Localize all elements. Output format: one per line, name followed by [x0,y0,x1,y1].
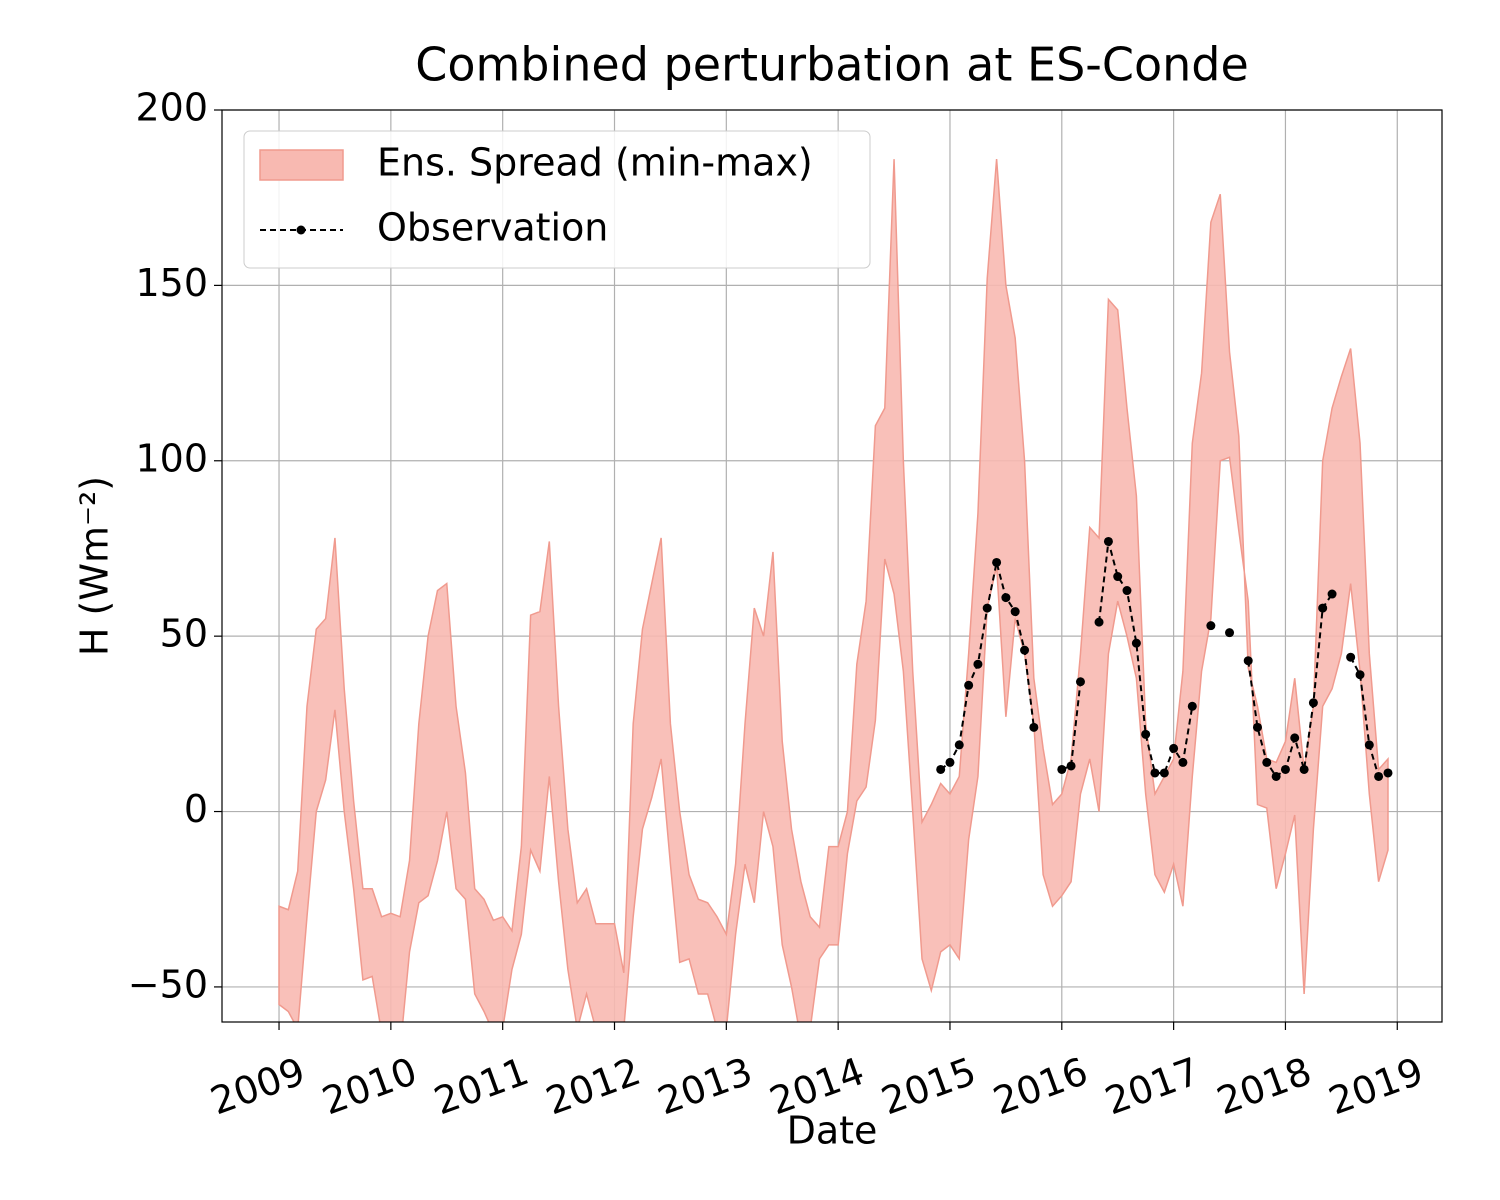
chart-title: Combined perturbation at ES-Conde [415,38,1249,92]
y-tick-label: 50 [160,612,208,656]
observation-point [1020,645,1030,655]
observation-point [1159,768,1169,778]
y-tick-label: 100 [135,436,208,480]
x-axis-label: Date [787,1109,878,1153]
observation-point [1308,698,1318,708]
observation-point [1290,733,1300,743]
observation-point [1075,677,1085,687]
observation-point [973,659,983,669]
observation-point [1206,621,1216,631]
legend: Ens. Spread (min-max) Observation [243,130,871,269]
legend-marker [296,225,306,235]
observation-point [1001,593,1011,603]
observation-point [982,603,992,613]
observation-point [1131,638,1141,648]
observation-point [1383,768,1393,778]
y-tick-label: −50 [128,962,208,1006]
observation-point [992,557,1002,567]
observation-point [1243,656,1253,666]
y-tick-label: 0 [184,787,208,831]
observation-point [1150,768,1160,778]
observation-point [1374,771,1384,781]
observation-point [1280,764,1290,774]
observation-point [1346,652,1356,662]
observation-point [1057,764,1067,774]
observation-point [1113,572,1123,582]
observation-point [1364,740,1374,750]
plot-area [278,159,1393,1022]
observation-point [1169,743,1179,753]
observation-point [1327,589,1337,599]
observation-point [1252,722,1262,732]
observation-point [1178,757,1188,767]
observation-point [1299,764,1309,774]
legend-label: Observation [377,206,608,250]
observation-point [1318,603,1328,613]
observation-point [1355,670,1365,680]
y-axis-label: H (Wm⁻²) [73,476,117,656]
spread-band [278,159,1389,1022]
observation-point [1225,628,1235,638]
observation-point [1010,607,1020,617]
observation-point [945,757,955,767]
axes-frame [221,109,1443,1023]
legend-box [243,130,871,269]
legend-label: Ens. Spread (min-max) [377,141,813,185]
observation-point [964,680,974,690]
observation-point [1029,722,1039,732]
observation-point [1271,771,1281,781]
observation-point [1122,586,1132,596]
y-tick-label: 200 [135,86,208,130]
observation-point [1187,701,1197,711]
observation-point [1103,536,1113,546]
observation-point [936,764,946,774]
legend-swatch [259,149,344,181]
observation-point [1141,729,1151,739]
observation-point [954,740,964,750]
observation-point [1066,761,1076,771]
y-tick-label: 150 [135,261,208,305]
observation-point [1262,757,1272,767]
observation-point [1094,617,1104,627]
